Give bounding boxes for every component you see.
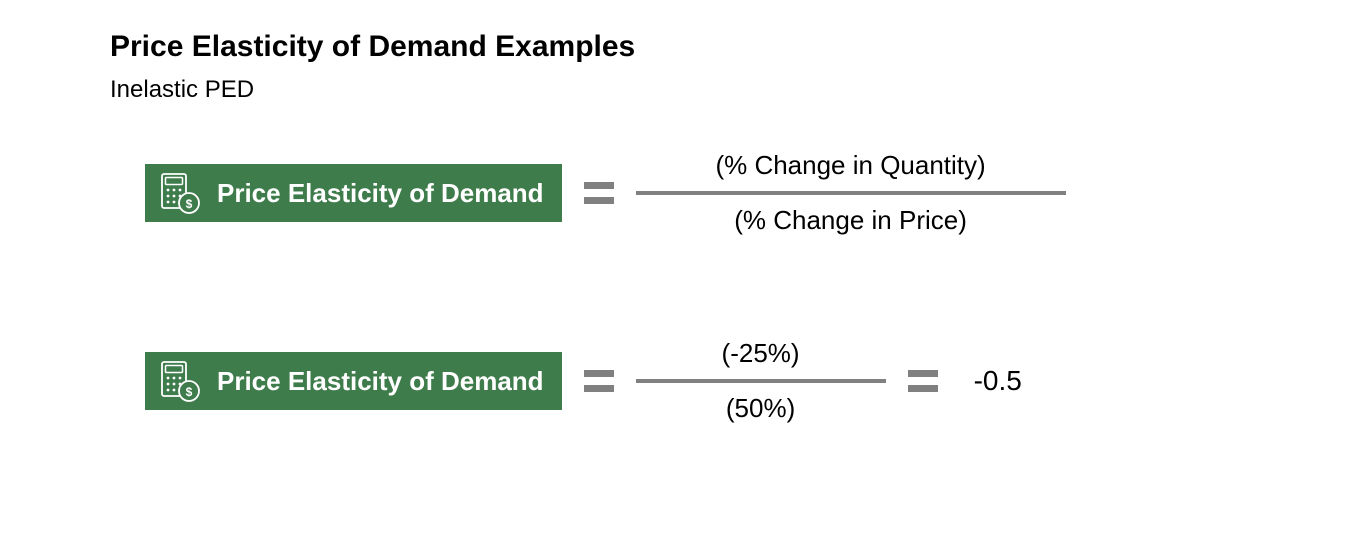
svg-text:$: $ bbox=[186, 385, 193, 399]
svg-text:$: $ bbox=[186, 197, 193, 211]
page-title: Price Elasticity of Demand Examples bbox=[110, 30, 1366, 64]
formula-numerator: (% Change in Quantity) bbox=[715, 144, 985, 187]
equation-row-numeric: $ Price Elasticity of Demand (-25%) (50%… bbox=[110, 332, 1366, 430]
result-value: -0.5 bbox=[974, 365, 1022, 397]
equals-sign bbox=[584, 370, 614, 392]
formula-fraction: (% Change in Quantity) (% Change in Pric… bbox=[636, 144, 1066, 242]
fraction-divider bbox=[636, 379, 886, 383]
calculator-money-icon: $ bbox=[159, 359, 203, 403]
ped-box-label: Price Elasticity of Demand bbox=[217, 178, 544, 209]
page-subtitle: Inelastic PED bbox=[110, 76, 1366, 104]
equals-sign bbox=[584, 182, 614, 204]
ped-label-box: $ Price Elasticity of Demand bbox=[145, 164, 562, 222]
calculator-money-icon: $ bbox=[159, 171, 203, 215]
fraction-divider bbox=[636, 191, 1066, 195]
numeric-numerator: (-25%) bbox=[722, 332, 800, 375]
numeric-fraction: (-25%) (50%) bbox=[636, 332, 886, 430]
equation-row-formula: $ Price Elasticity of Demand (% Change i… bbox=[110, 144, 1366, 242]
numeric-denominator: (50%) bbox=[726, 387, 795, 430]
equals-sign bbox=[908, 370, 938, 392]
ped-box-label: Price Elasticity of Demand bbox=[217, 366, 544, 397]
ped-label-box: $ Price Elasticity of Demand bbox=[145, 352, 562, 410]
formula-denominator: (% Change in Price) bbox=[734, 199, 967, 242]
